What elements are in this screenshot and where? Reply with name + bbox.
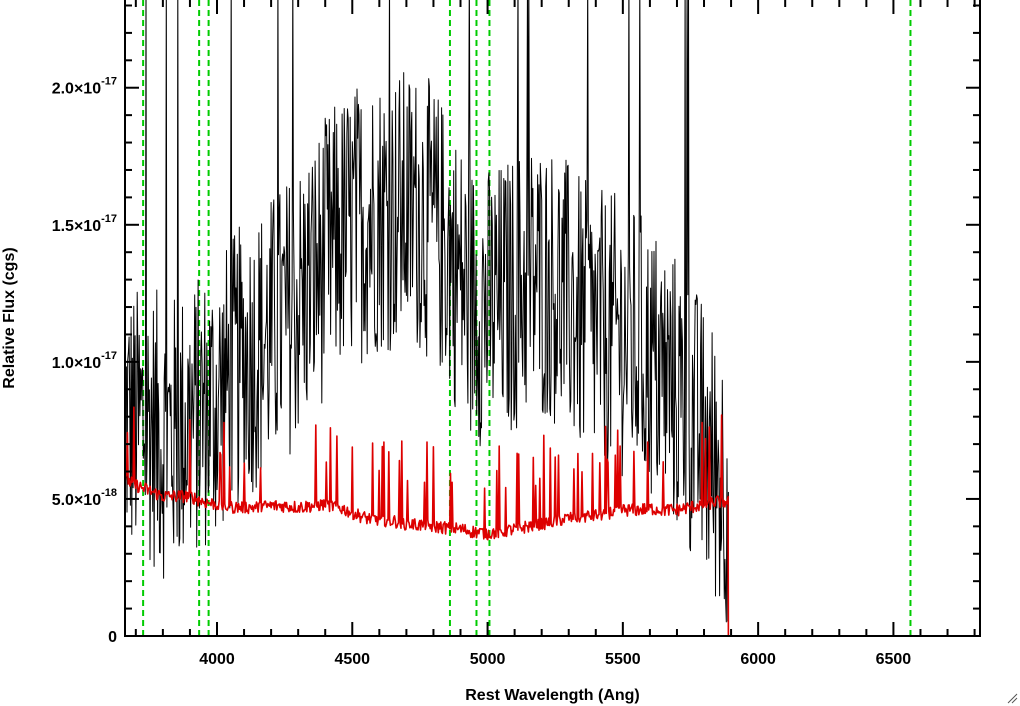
- y-tick-exponent: -17: [101, 76, 117, 88]
- y-axis: 05.0×10-181.0×10-171.5×10-172.0×10-17: [52, 4, 980, 646]
- y-tick-label: 5.0×10-18: [52, 487, 117, 509]
- x-axis: 4000 4500 5000 5500 6000 6500: [134, 0, 976, 668]
- x-tick-label: 4500: [334, 651, 370, 668]
- x-tick-label: 4000: [199, 651, 235, 668]
- y-tick-mantissa: 0: [108, 629, 117, 646]
- series-layer: [124, 0, 980, 637]
- y-axis-title: Relative Flux (cgs): [1, 247, 18, 388]
- y-tick-label: 2.0×10-17: [52, 76, 117, 98]
- plot-frame: [124, 0, 981, 637]
- flux-series-line: [124, 0, 980, 637]
- x-tick-label: 6000: [740, 651, 776, 668]
- y-tick-exponent: -17: [101, 213, 117, 225]
- y-tick-mantissa: 1.5×10: [52, 218, 101, 235]
- y-tick-mantissa: 5.0×10: [52, 492, 101, 509]
- y-tick-mantissa: 2.0×10: [52, 81, 101, 98]
- error-series-line: [124, 406, 980, 637]
- x-axis-title: Rest Wavelength (Ang): [465, 687, 640, 704]
- y-tick-exponent: -18: [101, 487, 117, 499]
- y-tick-exponent: -17: [101, 350, 117, 362]
- y-tick-label: 0: [108, 629, 117, 646]
- y-tick-label: 1.5×10-17: [52, 213, 117, 235]
- x-tick-label: 5500: [605, 651, 641, 668]
- y-tick-label: 1.0×10-17: [52, 350, 117, 372]
- y-tick-mantissa: 1.0×10: [52, 355, 101, 372]
- x-tick-label: 6500: [876, 651, 912, 668]
- resize-grip-icon[interactable]: [1006, 692, 1018, 704]
- x-tick-label: 5000: [470, 651, 506, 668]
